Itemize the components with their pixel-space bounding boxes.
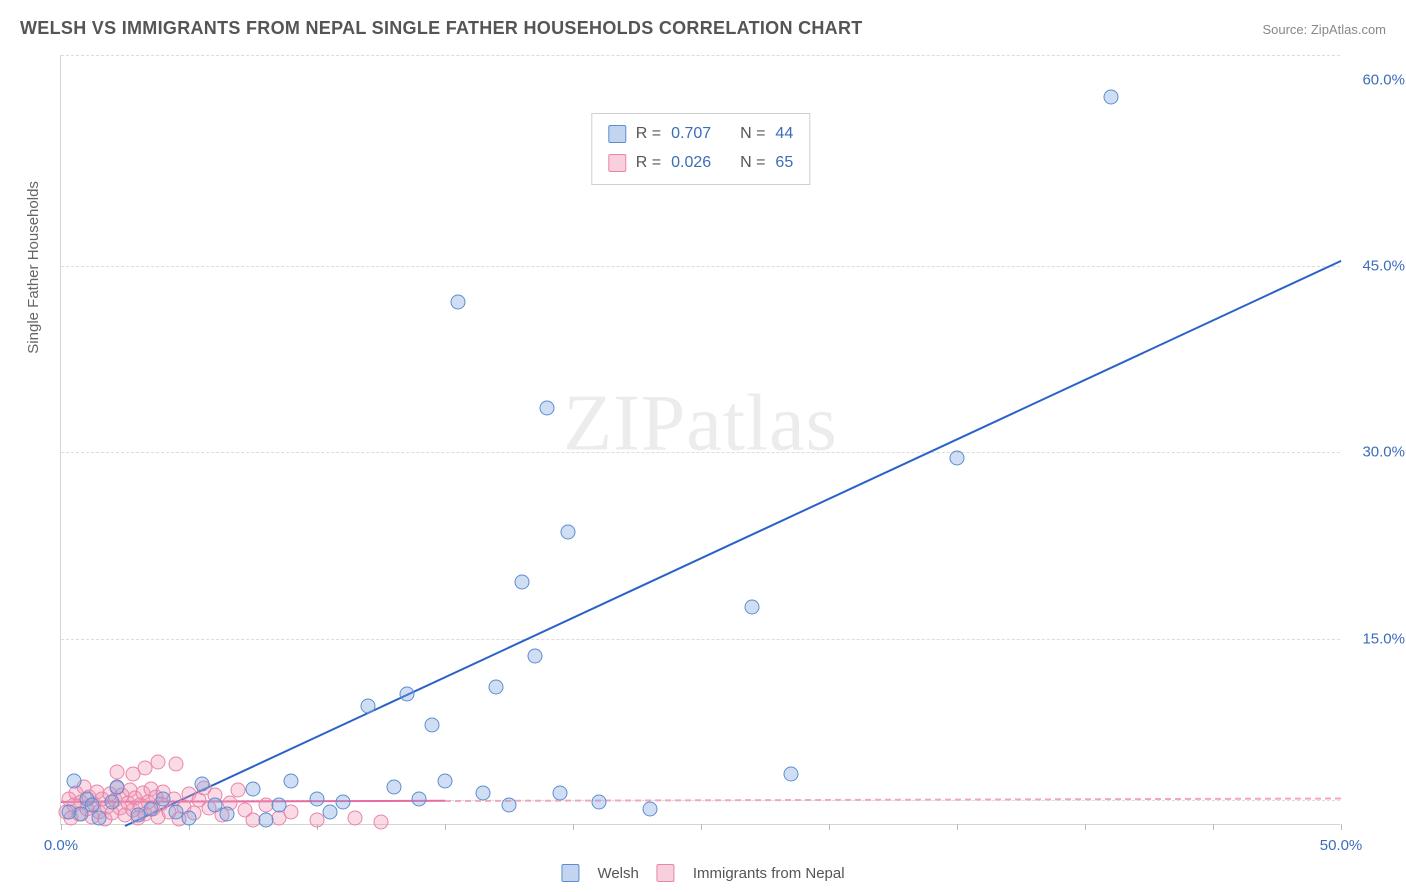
ytick-label: 60.0% [1350,71,1405,88]
r-value: 0.026 [671,149,711,178]
correlation-chart: R = 0.707 N = 44 R = 0.026 N = 65 ZIPatl… [60,55,1340,825]
point-nepal [110,764,125,779]
point-nepal [284,804,299,819]
point-welsh [105,794,120,809]
point-welsh [450,295,465,310]
point-welsh [220,807,235,822]
point-welsh [1103,90,1118,105]
point-welsh [514,574,529,589]
xtick-mark [1085,824,1086,830]
point-welsh [335,794,350,809]
point-welsh [66,773,81,788]
point-nepal [151,754,166,769]
page-title: WELSH VS IMMIGRANTS FROM NEPAL SINGLE FA… [20,18,863,39]
legend-label: Immigrants from Nepal [693,865,845,882]
point-welsh [783,767,798,782]
xtick-mark [829,824,830,830]
swatch-blue-icon [608,125,626,143]
gridline-h [61,266,1340,267]
xtick-mark [445,824,446,830]
point-welsh [361,699,376,714]
n-label: N = [740,120,765,149]
point-welsh [950,450,965,465]
xtick-mark [1213,824,1214,830]
gridline-h [61,639,1340,640]
point-welsh [92,810,107,825]
ytick-label: 15.0% [1350,630,1405,647]
xtick-mark [573,824,574,830]
point-welsh [438,773,453,788]
xtick-label: 0.0% [44,837,78,854]
point-welsh [246,782,261,797]
gridline-h [61,452,1340,453]
point-welsh [399,686,414,701]
point-welsh [642,802,657,817]
point-welsh [745,599,760,614]
legend-series: Welsh Immigrants from Nepal [561,864,844,882]
n-value: 44 [775,120,793,149]
xtick-label: 50.0% [1320,837,1363,854]
legend-stats: R = 0.707 N = 44 R = 0.026 N = 65 [591,113,810,185]
point-nepal [230,783,245,798]
point-welsh [310,792,325,807]
gridline-h [61,55,1340,56]
source-attribution: Source: ZipAtlas.com [1262,22,1386,37]
legend-row-welsh: R = 0.707 N = 44 [608,120,793,149]
point-welsh [553,785,568,800]
xtick-mark [61,824,62,830]
point-welsh [502,798,517,813]
r-label: R = [636,120,661,149]
point-welsh [143,802,158,817]
point-welsh [156,792,171,807]
point-nepal [374,814,389,829]
n-label: N = [740,149,765,178]
point-welsh [591,794,606,809]
ytick-label: 45.0% [1350,258,1405,275]
point-welsh [489,680,504,695]
legend-row-nepal: R = 0.026 N = 65 [608,149,793,178]
point-welsh [322,804,337,819]
point-welsh [412,792,427,807]
point-welsh [560,525,575,540]
point-welsh [284,773,299,788]
point-welsh [110,779,125,794]
point-welsh [527,649,542,664]
ytick-label: 30.0% [1350,444,1405,461]
point-nepal [125,767,140,782]
xtick-mark [701,824,702,830]
xtick-mark [1341,824,1342,830]
point-welsh [540,400,555,415]
trendline [125,260,1342,827]
n-value: 65 [775,149,793,178]
y-axis-label: Single Father Households [25,181,42,354]
swatch-blue-icon [561,864,579,882]
xtick-mark [957,824,958,830]
point-nepal [348,810,363,825]
point-welsh [194,777,209,792]
legend-label: Welsh [597,865,638,882]
point-welsh [182,810,197,825]
point-welsh [476,785,491,800]
point-welsh [386,779,401,794]
point-welsh [425,717,440,732]
point-welsh [271,798,286,813]
swatch-pink-icon [657,864,675,882]
point-nepal [169,757,184,772]
r-value: 0.707 [671,120,711,149]
point-welsh [258,813,273,828]
swatch-pink-icon [608,154,626,172]
r-label: R = [636,149,661,178]
watermark: ZIPatlas [563,379,838,470]
